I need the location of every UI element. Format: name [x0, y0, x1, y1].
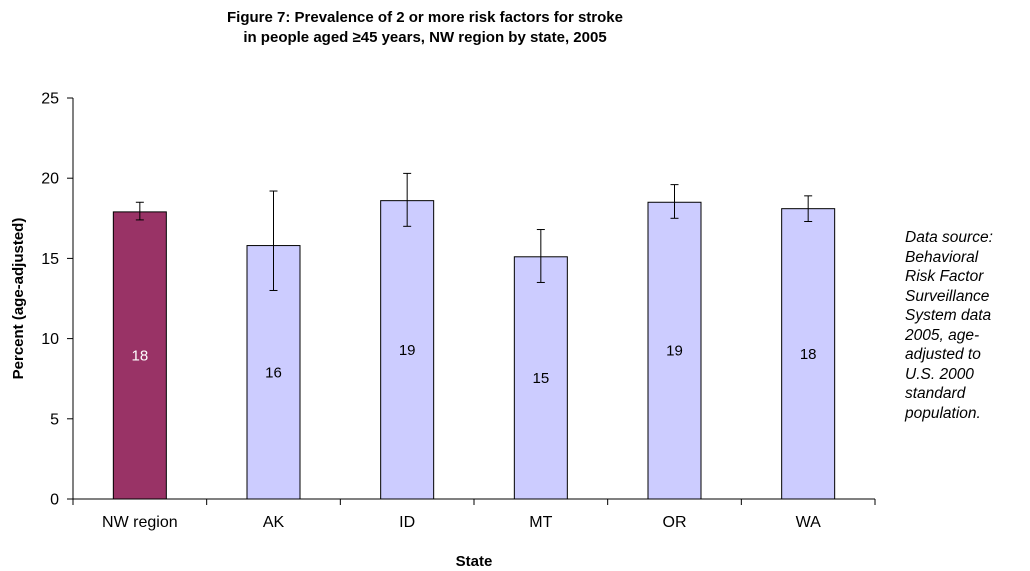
- chart-title-line-2: in people aged ≥45 years, NW region by s…: [243, 29, 607, 46]
- y-tick-label-25: 25: [41, 91, 59, 108]
- data-label-ak: 16: [265, 364, 282, 381]
- x-tick-label-wa: WA: [796, 514, 822, 531]
- y-tick-label-15: 15: [41, 251, 59, 268]
- x-tick-label-mt: MT: [529, 514, 552, 531]
- x-tick-label-nw-region: NW region: [102, 514, 178, 531]
- x-tick-label-id: ID: [399, 514, 415, 531]
- y-tick-label-20: 20: [41, 171, 59, 188]
- data-label-id: 19: [399, 342, 416, 359]
- bar-nw-region: [112, 211, 167, 500]
- data-label-mt: 15: [532, 370, 549, 387]
- chart-title: Figure 7: Prevalence of 2 or more risk f…: [0, 8, 850, 48]
- y-tick-label-10: 10: [41, 331, 59, 348]
- x-tick-label-or: OR: [663, 514, 687, 531]
- y-tick-label-0: 0: [50, 492, 59, 509]
- data-label-nw-region: 18: [131, 347, 148, 364]
- x-tick-label-ak: AK: [263, 514, 285, 531]
- y-tick-label-5: 5: [50, 411, 59, 428]
- chart-title-line-1: Figure 7: Prevalence of 2 or more risk f…: [227, 9, 623, 26]
- bar-id: [380, 200, 435, 500]
- bar-mt: [513, 256, 568, 500]
- data-label-wa: 18: [800, 346, 817, 363]
- x-axis-title: State: [456, 553, 493, 570]
- data-source-note: Data source: Behavioral Risk Factor Surv…: [905, 229, 993, 422]
- data-label-or: 19: [666, 343, 683, 360]
- bar-or: [647, 201, 702, 500]
- bar-wa: [781, 208, 836, 500]
- y-axis-title: Percent (age-adjusted): [10, 218, 27, 380]
